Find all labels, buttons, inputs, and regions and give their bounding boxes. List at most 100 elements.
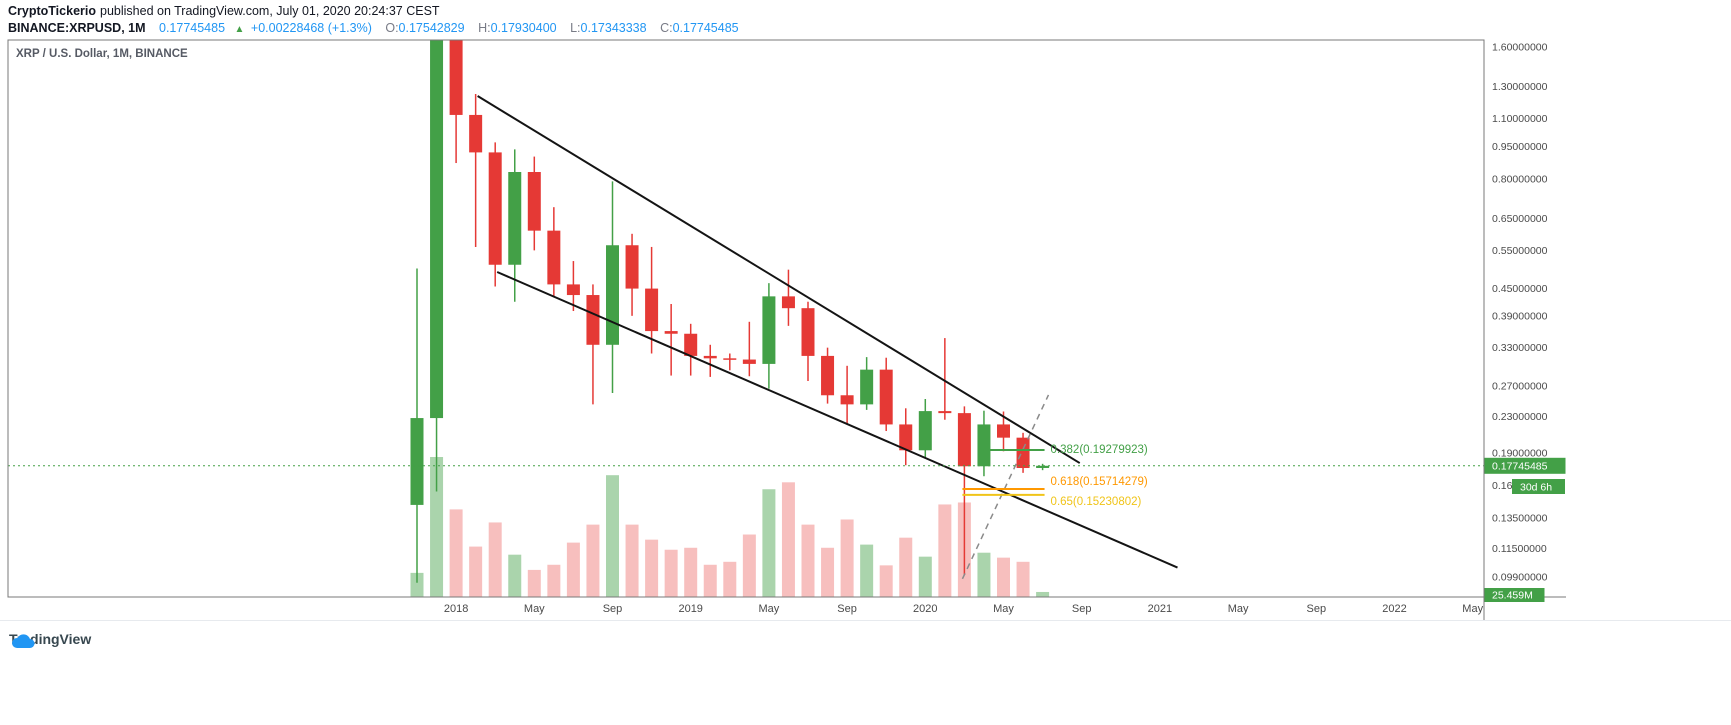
price-tick-label: 0.45000000 bbox=[1492, 283, 1548, 295]
bar-countdown-label: 30d 6h bbox=[1520, 482, 1552, 494]
volume-bar bbox=[977, 552, 991, 597]
fib-level-label: 0.618(0.15714279) bbox=[1051, 476, 1148, 488]
volume-bar bbox=[723, 561, 737, 597]
price-tick-label: 0.09900000 bbox=[1492, 571, 1548, 583]
price-tick-label: 1.30000000 bbox=[1492, 81, 1548, 93]
time-tick-label: Sep bbox=[1072, 603, 1092, 615]
volume-bar bbox=[821, 547, 835, 597]
volume-bar bbox=[566, 542, 580, 597]
price-tick-label: 0.19000000 bbox=[1492, 447, 1548, 459]
low-value: 0.17343338 bbox=[580, 21, 647, 35]
ticker-status-line: BINANCE:XRPUSD, 1M 0.17745485 ▲ +0.00228… bbox=[8, 20, 739, 38]
bar-countdown-badge bbox=[1512, 479, 1565, 494]
candle-body bbox=[821, 355, 835, 396]
volume-bar bbox=[840, 519, 854, 597]
fib-level-label: 0.382(0.19279923) bbox=[1051, 444, 1148, 456]
published-info: published on TradingView.com, July 01, 2… bbox=[100, 4, 440, 18]
volume-bar bbox=[645, 539, 659, 597]
volume-bar bbox=[508, 554, 522, 597]
candle-body bbox=[840, 395, 854, 405]
volume-bar bbox=[684, 547, 698, 597]
candle-body bbox=[566, 284, 580, 296]
price-tick-label: 0.39000000 bbox=[1492, 310, 1548, 322]
volume-bar bbox=[488, 522, 502, 597]
volume-bar bbox=[449, 509, 463, 597]
candle-body bbox=[781, 296, 795, 309]
candle-body bbox=[469, 114, 483, 153]
volume-bar bbox=[410, 572, 424, 597]
price-tick-label: 0.13500000 bbox=[1492, 512, 1548, 524]
candle-body bbox=[703, 355, 717, 359]
candle-body bbox=[918, 411, 932, 451]
volume-bar bbox=[762, 489, 776, 597]
volume-bar bbox=[801, 524, 815, 597]
price-change-value: +0.00228468 (+1.3%) bbox=[250, 21, 372, 35]
volume-bar bbox=[664, 549, 678, 597]
candle-body bbox=[860, 369, 874, 405]
time-tick-label: 2018 bbox=[444, 603, 468, 615]
volume-bar bbox=[430, 457, 444, 597]
chart-legend: XRP / U.S. Dollar, 1M, BINANCE bbox=[16, 48, 188, 60]
trendline bbox=[496, 271, 1178, 569]
candle-body bbox=[547, 230, 561, 285]
candle-body bbox=[977, 424, 991, 467]
volume-bar bbox=[1016, 561, 1030, 597]
candle-body bbox=[957, 413, 971, 467]
publisher-name: CryptoTickerio bbox=[8, 4, 96, 18]
price-tick-label: 0.23000000 bbox=[1492, 411, 1548, 423]
candle-body bbox=[938, 411, 952, 414]
volume-bar bbox=[527, 569, 541, 597]
symbol-title: BINANCE:XRPUSD, 1M bbox=[8, 21, 146, 35]
time-tick-label: 2022 bbox=[1382, 603, 1406, 615]
time-tick-label: May bbox=[759, 603, 780, 615]
volume-bar bbox=[606, 475, 619, 597]
price-tick-label: 0.33000000 bbox=[1492, 342, 1548, 354]
candle-body bbox=[742, 359, 756, 364]
candle-body bbox=[801, 308, 815, 356]
price-tick-label: 0.80000000 bbox=[1492, 174, 1548, 186]
candle-body bbox=[449, 40, 463, 115]
price-tick-label: 1.10000000 bbox=[1492, 113, 1548, 125]
candle-body bbox=[684, 333, 698, 356]
time-tick-label: 2019 bbox=[678, 603, 702, 615]
close-value: 0.17745485 bbox=[672, 21, 739, 35]
volume-bar bbox=[586, 524, 600, 597]
candle-body bbox=[723, 358, 737, 360]
low-label: L: bbox=[570, 21, 581, 35]
time-tick-label: May bbox=[1228, 603, 1249, 615]
trendline bbox=[477, 95, 1081, 464]
price-tick-label: 1.60000000 bbox=[1492, 42, 1548, 54]
candle-body bbox=[664, 331, 678, 334]
volume-bar bbox=[899, 537, 913, 597]
volume-bar bbox=[1036, 591, 1050, 597]
volume-bar bbox=[860, 544, 874, 597]
price-tick-label: 0.55000000 bbox=[1492, 245, 1548, 257]
candle-body bbox=[1036, 465, 1050, 468]
time-tick-label: May bbox=[993, 603, 1014, 615]
current-price-badge-label: 0.17745485 bbox=[1492, 460, 1548, 472]
price-tick-label: 0.65000000 bbox=[1492, 213, 1548, 225]
volume-bar bbox=[469, 546, 483, 597]
publish-header: CryptoTickerio published on TradingView.c… bbox=[8, 3, 440, 19]
volume-value-badge bbox=[1484, 588, 1545, 602]
dashed-trendline bbox=[961, 394, 1050, 580]
time-tick-label: Sep bbox=[837, 603, 857, 615]
time-tick-label: 2021 bbox=[1148, 603, 1172, 615]
candle-body bbox=[625, 245, 639, 289]
volume-bar bbox=[997, 557, 1010, 597]
volume-bar bbox=[918, 556, 932, 597]
time-tick-label: Sep bbox=[603, 603, 623, 615]
up-arrow-icon: ▲ bbox=[234, 24, 245, 35]
open-label: O: bbox=[385, 21, 399, 35]
tradingview-cloud-logo-icon bbox=[12, 634, 35, 648]
volume-value-label: 25.459M bbox=[1492, 590, 1533, 602]
close-label: C: bbox=[660, 21, 673, 35]
high-value: 0.17930400 bbox=[490, 21, 557, 35]
footer-attribution[interactable]: TradingView bbox=[9, 631, 91, 648]
candle-body bbox=[527, 172, 541, 231]
candle-body bbox=[430, 40, 444, 419]
price-tick-label: 0.27000000 bbox=[1492, 380, 1548, 392]
volume-bar bbox=[742, 534, 756, 597]
